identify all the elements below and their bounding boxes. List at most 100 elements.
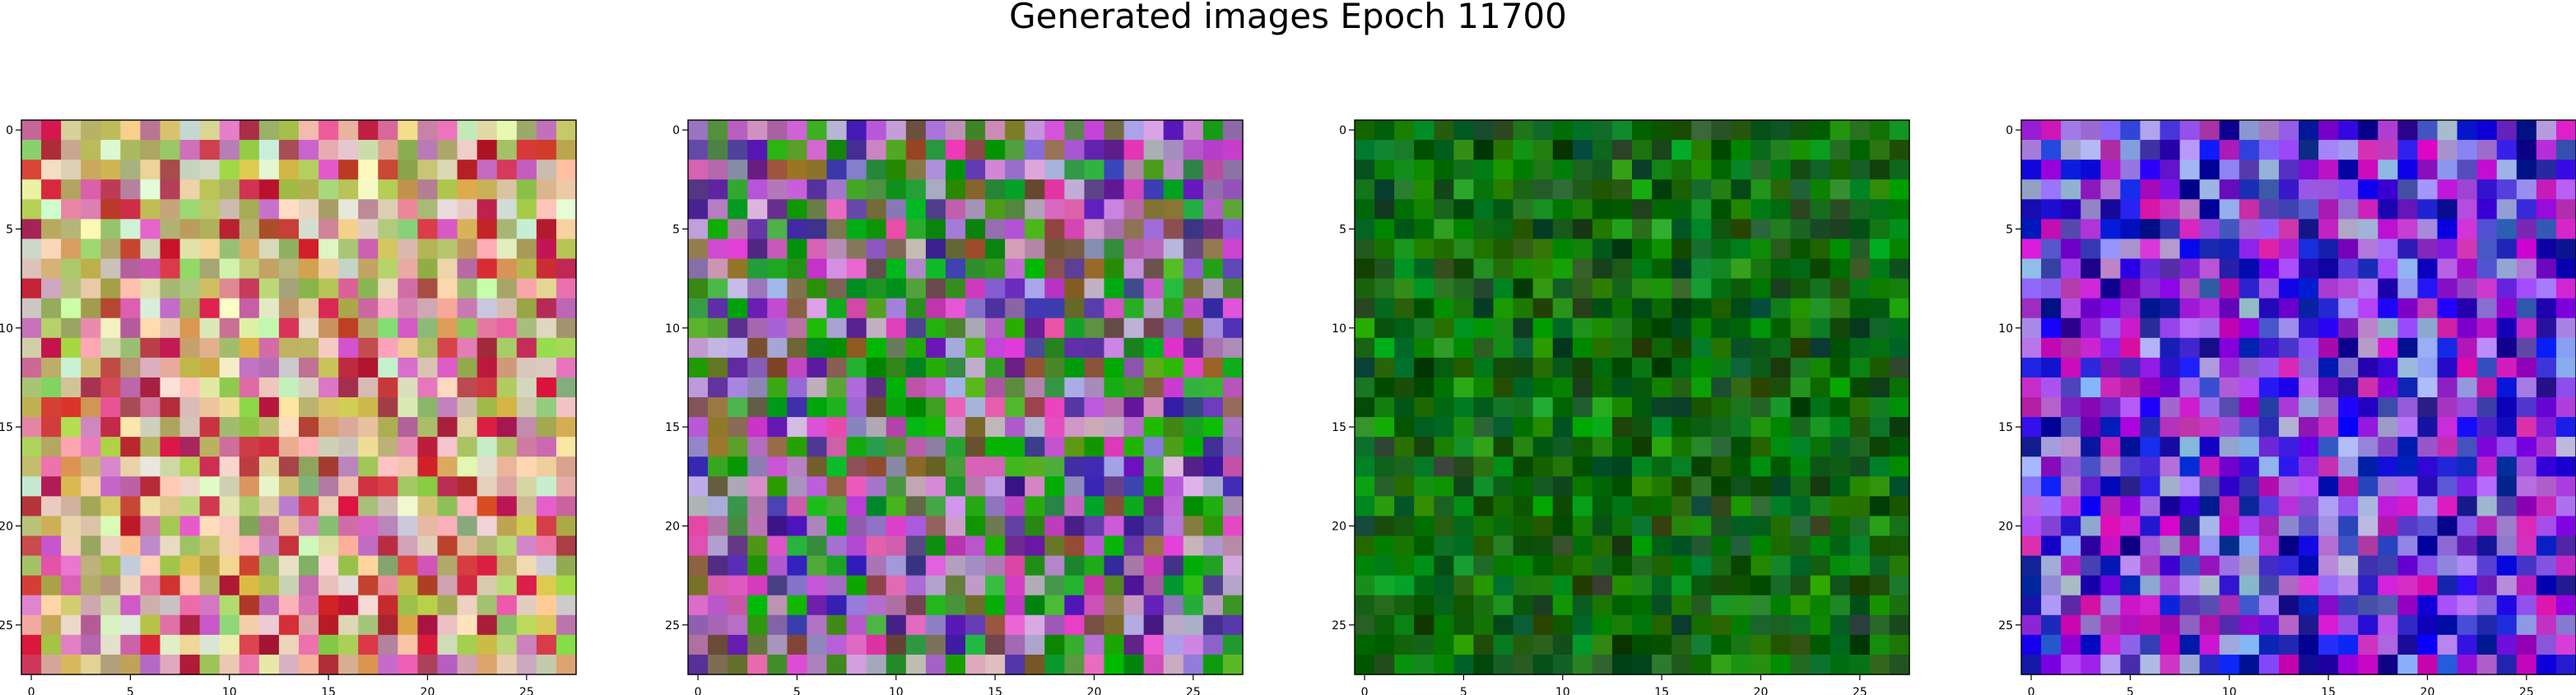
pixel-cell (1849, 357, 1871, 378)
pixel-cell (278, 654, 300, 675)
pixel-cell (2378, 476, 2398, 497)
pixel-cell (299, 140, 319, 160)
pixel-cell (2536, 298, 2557, 319)
pixel-cell (905, 634, 927, 656)
pixel-cell (140, 614, 161, 636)
pixel-cell (1849, 456, 1871, 477)
pixel-cell (2219, 535, 2240, 557)
pixel-cell (2100, 317, 2121, 339)
pixel-cell (688, 317, 709, 339)
pixel-cell (945, 456, 966, 477)
pixel-cell (1810, 140, 1831, 160)
pixel-cell (1790, 654, 1811, 675)
pixel-cell (2278, 476, 2299, 497)
pixel-cell (1183, 397, 1204, 418)
pixel-cell (2199, 535, 2220, 557)
pixel-cell (2476, 120, 2498, 141)
pixel-cell (2555, 337, 2576, 359)
pixel-cell (846, 634, 867, 656)
pixel-cell (1104, 278, 1125, 299)
pixel-cell (1632, 337, 1653, 359)
pixel-cell (1790, 575, 1811, 596)
pixel-cell (1104, 160, 1125, 180)
pixel-cell (1414, 357, 1434, 378)
pixel-cell (2397, 535, 2419, 557)
pixel-cell (556, 179, 577, 200)
pixel-cell (1064, 357, 1086, 378)
pixel-cell (2516, 258, 2537, 280)
pixel-cell (1889, 654, 1910, 675)
pixel-cell (1414, 160, 1434, 180)
pixel-cell (2417, 377, 2439, 398)
pixel-cell (258, 634, 280, 656)
pixel-cell (2239, 357, 2260, 378)
pixel-cell (2239, 555, 2260, 577)
y-tick-label: 5 (2006, 223, 2013, 236)
pixel-cell (1394, 417, 1415, 438)
pixel-cell (21, 535, 42, 557)
pixel-cell (556, 654, 577, 675)
pixel-cell (2179, 239, 2201, 260)
pixel-cell (2061, 357, 2081, 378)
pixel-cell (358, 337, 379, 359)
pixel-cell (2397, 199, 2419, 220)
pixel-cell (1532, 397, 1554, 418)
pixel-cell (437, 239, 458, 260)
pixel-cell (61, 456, 81, 477)
pixel-cell (2358, 120, 2378, 141)
pixel-cell (477, 516, 498, 537)
pixel-cell (2061, 219, 2081, 240)
pixel-cell (1849, 258, 1871, 280)
pixel-cell (338, 120, 359, 141)
pixel-cell (1005, 377, 1025, 398)
pixel-cell (457, 219, 478, 240)
pixel-cell (1044, 219, 1065, 240)
pixel-cell (338, 298, 359, 319)
pixel-cell (747, 535, 768, 557)
pixel-cell (536, 357, 557, 378)
pixel-cell (2299, 634, 2319, 656)
pixel-cell (61, 516, 81, 537)
pixel-cell (1869, 496, 1890, 517)
pixel-cell (1731, 120, 1752, 141)
pixel-cell (1830, 654, 1851, 675)
pixel-cell (536, 397, 557, 418)
pixel-cell (1691, 278, 1712, 299)
pixel-cell (925, 140, 946, 160)
pixel-cell (1005, 357, 1025, 378)
pixel-cell (536, 654, 557, 675)
pixel-cell (239, 357, 260, 378)
pixel-cell (1810, 496, 1831, 517)
pixel-cell (437, 555, 458, 577)
pixel-cell (1611, 317, 1633, 339)
pixel-cell (2378, 140, 2398, 160)
pixel-cell (2318, 535, 2339, 557)
pixel-cell (1592, 575, 1613, 596)
pixel-cell (965, 417, 986, 438)
pixel-cell (457, 456, 478, 477)
pixel-cell (258, 496, 280, 517)
pixel-cell (1711, 377, 1732, 398)
pixel-cell (1810, 516, 1831, 537)
pixel-cell (866, 199, 887, 220)
pixel-cell (278, 278, 300, 299)
pixel-cell (2219, 120, 2240, 141)
pixel-cell (1672, 555, 1692, 577)
pixel-cell (2318, 239, 2339, 260)
pixel-cell (1592, 496, 1613, 517)
pixel-cell (925, 654, 946, 675)
pixel-cell (2041, 476, 2062, 497)
pixel-cell (41, 258, 62, 280)
pixel-cell (2338, 456, 2359, 477)
pixel-cell (1552, 298, 1574, 319)
pixel-cell (1672, 140, 1692, 160)
pixel-cell (2318, 179, 2339, 200)
pixel-cell (338, 614, 359, 636)
pixel-cell (2496, 555, 2518, 577)
pixel-cell (1453, 120, 1475, 141)
pixel-cell (319, 575, 339, 596)
pixel-cell (338, 654, 359, 675)
pixel-cell (747, 219, 768, 240)
pixel-cell (985, 516, 1006, 537)
axes-frame (1354, 119, 1910, 675)
